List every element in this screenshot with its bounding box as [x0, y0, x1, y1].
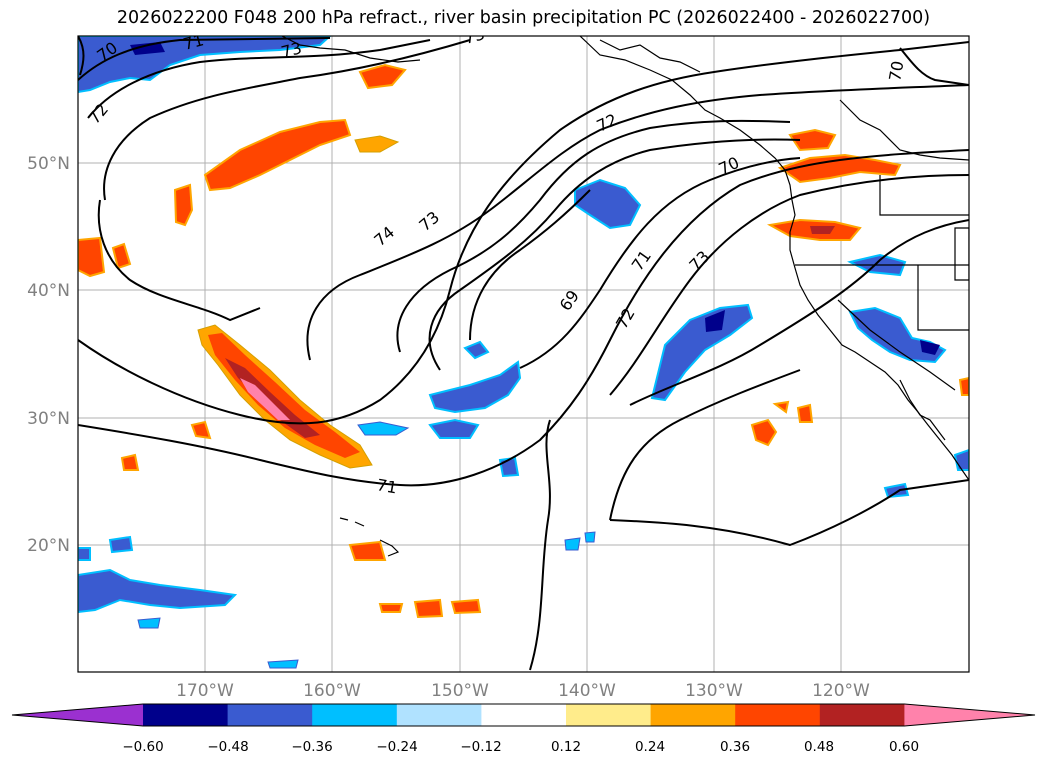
latitude-label: 50°N [27, 154, 70, 174]
longitude-label: 150°W [431, 681, 489, 701]
longitude-label: 120°W [812, 681, 870, 701]
colorbar-tick-label: 0.36 [720, 739, 750, 755]
colorbar-tick-label: −0.36 [291, 739, 332, 755]
colorbar-segment [735, 704, 821, 726]
contour-label: 73 [462, 24, 487, 48]
contour-label: 73 [279, 38, 304, 62]
contour-label: 70 [885, 59, 907, 82]
latitude-axis: 50°N 40°N 30°N 20°N [27, 154, 70, 556]
negative-anomaly-patches [78, 36, 969, 669]
contour-label: 71 [181, 30, 206, 54]
colorbar-tick-label: −0.60 [122, 739, 163, 755]
longitude-axis: 170°W 160°W 150°W 140°W 130°W 120°W [176, 681, 870, 701]
colorbar-segment [143, 704, 229, 726]
colorbar-ticks: −0.60 −0.48 −0.36 −0.24 −0.12 0.12 0.24 … [122, 739, 919, 755]
longitude-label: 130°W [685, 681, 743, 701]
colorbar-outline [11, 703, 1036, 727]
colorbar-segment [396, 704, 482, 726]
colorbar-extend-high [904, 704, 1035, 726]
colorbar-segment [481, 704, 567, 726]
colorbar-segment [566, 704, 652, 726]
colorbar-segment [650, 704, 736, 726]
colorbar-tick-label: 0.48 [804, 739, 834, 755]
colorbar-tick-label: 0.24 [635, 739, 665, 755]
colorbar-tick-label: −0.12 [460, 739, 501, 755]
colorbar [11, 703, 1036, 727]
positive-anomaly-patches [78, 63, 969, 619]
latitude-label: 30°N [27, 409, 70, 429]
contour-label: 71 [375, 475, 398, 497]
longitude-label: 170°W [176, 681, 234, 701]
map-title: 2026022200 F048 200 hPa refract., river … [116, 8, 931, 28]
colorbar-segment [819, 704, 905, 726]
colorbar-tick-label: 0.12 [551, 739, 581, 755]
colorbar-extend-low [12, 704, 143, 726]
longitude-label: 160°W [303, 681, 361, 701]
colorbar-segment [227, 704, 313, 726]
colorbar-tick-label: 0.60 [889, 739, 919, 755]
latitude-label: 40°N [27, 281, 70, 301]
map-frame [77, 35, 970, 673]
latitude-label: 20°N [27, 536, 70, 556]
refractivity-contours [78, 36, 969, 671]
colorbar-segment [312, 704, 398, 726]
colorbar-tick-label: −0.24 [376, 739, 417, 755]
colorbar-tick-label: −0.48 [207, 739, 248, 755]
longitude-label: 140°W [558, 681, 616, 701]
